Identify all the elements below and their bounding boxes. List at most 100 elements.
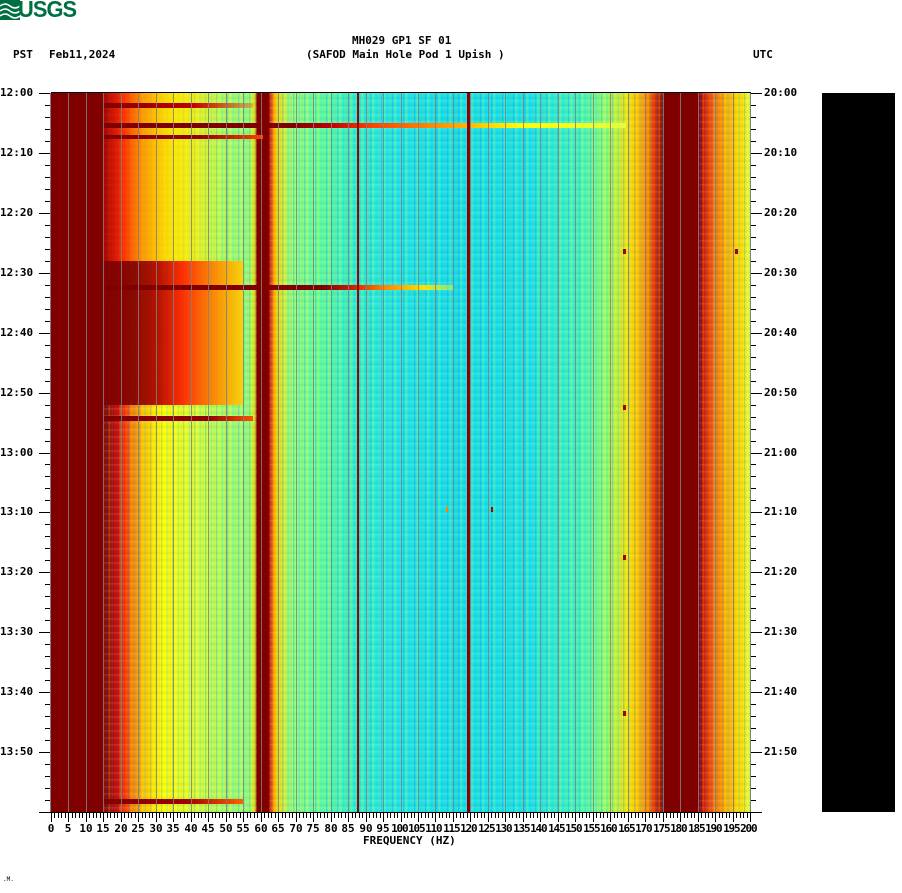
x-tick xyxy=(505,812,506,822)
y-tick-right xyxy=(750,764,756,765)
y-tick-left xyxy=(45,129,51,130)
y-tick-right xyxy=(750,776,756,777)
y-tick-label-left: 12:00 xyxy=(0,86,34,99)
y-tick-right xyxy=(750,153,762,154)
gridline xyxy=(558,93,559,812)
x-tick xyxy=(341,812,342,818)
y-tick-right xyxy=(750,644,756,645)
spot xyxy=(735,249,738,254)
x-tick xyxy=(537,812,538,818)
x-tick xyxy=(215,812,216,818)
x-tick xyxy=(82,812,83,818)
y-tick-right xyxy=(750,692,762,693)
x-tick xyxy=(652,812,653,818)
x-tick xyxy=(635,812,636,818)
x-tick xyxy=(628,812,629,822)
y-tick-left xyxy=(39,93,51,94)
x-tick-label: 70 xyxy=(289,822,303,835)
y-tick-left xyxy=(45,441,51,442)
x-tick xyxy=(684,812,685,818)
x-tick xyxy=(100,812,101,818)
gridline xyxy=(645,93,646,812)
y-tick-right xyxy=(750,476,756,477)
x-tick-label: 105 xyxy=(408,822,426,835)
y-tick-left xyxy=(45,417,51,418)
gridline xyxy=(488,93,489,812)
x-tick xyxy=(701,812,702,818)
x-tick xyxy=(698,812,699,822)
y-tick-left xyxy=(45,596,51,597)
y-tick-left xyxy=(39,453,51,454)
y-tick-left xyxy=(45,285,51,286)
x-tick xyxy=(442,812,443,818)
event-12-05 xyxy=(51,123,626,128)
y-tick-label-right: 21:10 xyxy=(764,505,798,518)
y-tick-right xyxy=(750,273,762,274)
x-tick xyxy=(303,812,304,818)
y-tick-left xyxy=(45,680,51,681)
x-tick xyxy=(380,812,381,818)
y-tick-left xyxy=(45,357,51,358)
x-tick xyxy=(659,812,660,818)
x-tick xyxy=(617,812,618,818)
gridline xyxy=(453,93,454,812)
y-tick-right xyxy=(750,441,756,442)
x-tick xyxy=(593,812,594,822)
y-tick-left xyxy=(45,728,51,729)
y-tick-right xyxy=(750,560,756,561)
x-tick-label: 95 xyxy=(376,822,390,835)
y-tick-right xyxy=(750,800,756,801)
x-tick xyxy=(743,812,744,818)
x-tick xyxy=(268,812,269,818)
x-tick xyxy=(694,812,695,818)
y-tick-left xyxy=(45,225,51,226)
x-tick xyxy=(65,812,66,818)
y-tick-left xyxy=(39,812,51,813)
x-tick xyxy=(418,812,419,822)
y-tick-left xyxy=(45,764,51,765)
gridline xyxy=(575,93,576,812)
saturated-band-60hz xyxy=(257,93,269,812)
x-tick xyxy=(187,812,188,818)
x-tick xyxy=(219,812,220,818)
x-tick xyxy=(554,812,555,818)
x-tick-label: 35 xyxy=(166,822,180,835)
y-tick-right xyxy=(750,405,756,406)
x-tick xyxy=(432,812,433,818)
y-tick-label-left: 13:20 xyxy=(0,565,34,578)
x-tick xyxy=(145,812,146,818)
y-tick-left xyxy=(45,201,51,202)
x-tick xyxy=(502,812,503,818)
x-tick xyxy=(404,812,405,818)
footer-mark: .M. xyxy=(3,876,14,883)
y-tick-left xyxy=(39,393,51,394)
x-tick xyxy=(278,812,279,822)
x-tick xyxy=(170,812,171,818)
y-tick-left xyxy=(45,309,51,310)
y-tick-right xyxy=(750,716,756,717)
y-tick-right xyxy=(750,393,762,394)
x-tick xyxy=(208,812,209,822)
x-tick xyxy=(544,812,545,818)
y-tick-left xyxy=(45,704,51,705)
x-tick xyxy=(114,812,115,818)
x-tick xyxy=(586,812,587,818)
x-tick xyxy=(642,812,643,818)
y-tick-right xyxy=(750,129,756,130)
chart-subtitle: (SAFOD Main Hole Pod 1 Upish ) xyxy=(306,48,505,61)
gridline xyxy=(383,93,384,812)
y-tick-right xyxy=(750,788,756,789)
y-tick-left xyxy=(45,405,51,406)
amplitude-trace-panel xyxy=(822,93,895,812)
y-tick-left xyxy=(45,381,51,382)
x-tick xyxy=(117,812,118,818)
x-tick xyxy=(331,812,332,822)
x-tick xyxy=(390,812,391,818)
y-tick-left xyxy=(39,213,51,214)
y-tick-right xyxy=(750,201,756,202)
x-tick xyxy=(736,812,737,818)
x-tick-label: 170 xyxy=(635,822,653,835)
x-tick xyxy=(733,812,734,822)
x-tick-label: 50 xyxy=(219,822,233,835)
x-tick xyxy=(446,812,447,818)
